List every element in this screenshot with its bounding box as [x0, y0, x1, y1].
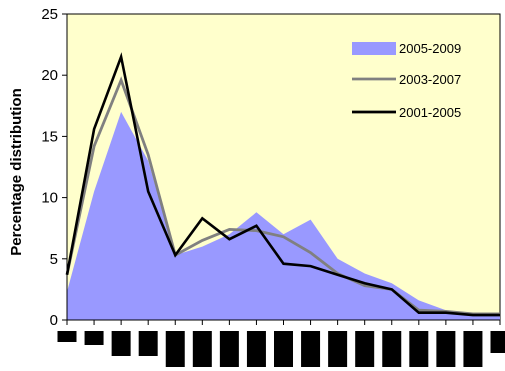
x-label-block: [192, 331, 212, 367]
x-label-block: [138, 331, 158, 356]
x-label-block: [463, 331, 483, 367]
x-label-block: [490, 331, 505, 353]
x-label-block: [165, 331, 185, 367]
x-label-block: [382, 331, 402, 367]
legend-swatch: [352, 42, 396, 55]
x-label-block: [355, 331, 375, 367]
legend-label: 2005-2009: [399, 41, 461, 56]
y-tick-label: 10: [41, 190, 58, 207]
y-tick-label: 5: [50, 251, 58, 268]
legend: 2005-2009 2003-2007 2001-2005: [352, 41, 461, 120]
x-label-block: [57, 331, 77, 342]
x-label-block: [274, 331, 293, 367]
line-series-2001-2005: [65, 52, 500, 317]
y-axis-title: Percentage distribution: [8, 88, 25, 256]
line-series-2003-2007: [65, 76, 500, 316]
x-label-block: [301, 331, 321, 367]
y-tick-label: 25: [41, 6, 58, 23]
y-tick-label: 15: [41, 128, 58, 145]
legend-label: 2003-2007: [399, 72, 461, 87]
y-tick-label: 0: [50, 312, 58, 329]
legend-label: 2001-2005: [399, 105, 461, 120]
x-label-block: [219, 331, 239, 367]
x-label-block: [84, 331, 104, 345]
x-label-block: [111, 331, 131, 356]
x-label-block: [409, 331, 429, 367]
area-series-2005-2009: [67, 111, 500, 321]
y-tick-label: 20: [41, 67, 58, 84]
x-label-block: [246, 331, 266, 367]
x-label-block: [436, 331, 456, 367]
x-label-block: [328, 331, 348, 367]
